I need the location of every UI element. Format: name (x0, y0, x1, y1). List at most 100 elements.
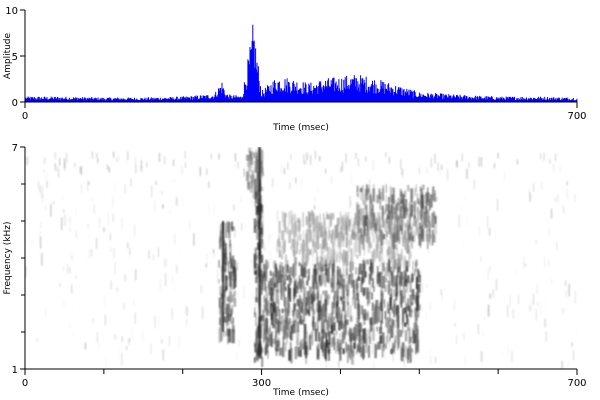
spectrogram-energy-mark (384, 220, 387, 232)
spectrogram-energy-mark (406, 314, 409, 325)
spectrogram-energy-mark (262, 274, 265, 279)
spectrogram-energy-mark (368, 190, 370, 200)
spectrogram-noise-mark (62, 266, 65, 271)
spectrogram-energy-mark (404, 230, 407, 240)
spectrogram-energy-mark (384, 217, 388, 224)
spectrogram-noise-mark (54, 151, 56, 160)
spectrogram-energy-mark (342, 348, 345, 355)
spectrogram-noise-mark (460, 205, 461, 219)
spectrogram-noise-mark (314, 197, 316, 202)
spectrogram-energy-mark (394, 343, 396, 349)
spectrogram-energy-mark (354, 294, 356, 309)
spectrogram-energy-mark (312, 239, 314, 246)
spectrogram-energy-mark (397, 202, 399, 211)
spectrogram-energy-mark (284, 297, 287, 312)
spectrogram-energy-mark (260, 160, 263, 169)
spectrogram-noise-mark (52, 201, 55, 205)
spectrogram-energy-mark (416, 295, 419, 312)
spectrogram-y-tick-label: 1 (12, 365, 18, 376)
spectrogram-energy-mark (350, 256, 353, 271)
spectrogram-energy-mark (219, 286, 223, 296)
spectrogram-energy-mark (418, 304, 421, 311)
spectrogram-energy-mark (407, 305, 411, 312)
spectrogram-noise-mark (112, 197, 114, 208)
spectrogram-noise-mark (283, 168, 286, 175)
spectrogram-energy-mark (265, 286, 268, 296)
spectrogram-energy-mark (326, 246, 330, 261)
spectrogram-noise-mark (186, 307, 188, 316)
spectrogram-energy-mark (277, 320, 280, 333)
spectrogram-noise-mark (478, 323, 479, 335)
spectrogram-energy-mark (332, 247, 335, 264)
spectrogram-energy-mark (220, 323, 223, 331)
spectrogram-energy-mark (341, 273, 345, 282)
spectrogram-energy-mark (373, 311, 377, 325)
spectrogram-energy-mark (312, 293, 316, 302)
spectrogram-energy-mark (315, 281, 318, 290)
spectrogram-energy-mark (420, 186, 422, 192)
spectrogram-noise-mark (292, 334, 294, 339)
spectrogram-energy-mark (227, 313, 231, 322)
spectrogram-energy-mark (380, 297, 383, 311)
spectrogram-energy-mark (349, 331, 353, 343)
spectrogram-energy-mark (404, 322, 407, 327)
spectrogram-energy-mark (312, 216, 316, 233)
spectrogram-energy-mark (308, 248, 310, 261)
spectrogram-noise-mark (484, 316, 486, 321)
spectrogram-energy-mark (325, 242, 328, 251)
spectrogram-energy-mark (314, 322, 317, 333)
spectrogram-energy-mark (281, 246, 283, 259)
spectrogram-energy-mark (426, 221, 429, 237)
spectrogram-energy-mark (395, 277, 398, 287)
spectrogram-energy-mark (361, 308, 364, 319)
spectrogram-energy-mark (299, 311, 301, 316)
spectrogram-noise-mark (336, 332, 338, 343)
spectrogram-energy-mark (425, 192, 428, 197)
spectrogram-energy-mark (348, 273, 351, 285)
spectrogram-energy-mark (308, 306, 311, 317)
spectrogram-energy-mark (301, 280, 303, 288)
spectrogram-energy-mark (315, 268, 317, 284)
spectrogram-energy-mark (339, 267, 341, 277)
spectrogram-energy-mark (265, 265, 268, 280)
spectrogram-noise-mark (234, 153, 237, 162)
spectrogram-energy-mark (394, 207, 397, 220)
spectrogram-energy-mark (322, 290, 324, 295)
spectrogram-noise-mark (93, 204, 96, 214)
spectrogram-energy-mark (261, 239, 264, 244)
spectrogram-energy-mark (392, 212, 395, 219)
spectrogram-energy-mark (400, 195, 402, 204)
spectrogram-noise-mark (566, 188, 568, 199)
spectrogram-noise-mark (509, 294, 511, 307)
spectrogram-energy-mark (223, 253, 227, 265)
spectrogram-energy-mark (336, 255, 338, 263)
spectrogram-energy-mark (233, 278, 236, 290)
spectrogram-energy-mark (339, 211, 342, 224)
spectrogram-noise-mark (287, 162, 289, 170)
spectrogram-energy-mark (331, 263, 334, 276)
spectrogram-energy-mark (288, 303, 290, 317)
spectrogram-energy-mark (385, 204, 388, 211)
spectrogram-noise-mark (562, 308, 565, 314)
spectrogram-energy-mark (394, 216, 398, 229)
spectrogram-energy-mark (324, 272, 327, 287)
spectrogram-energy-mark (374, 343, 377, 359)
spectrogram-energy-mark (362, 287, 366, 296)
spectrogram-noise-mark (269, 250, 272, 261)
spectrogram-noise-mark (430, 356, 431, 364)
spectrogram-energy-mark (398, 329, 402, 337)
spectrogram-energy-mark (366, 225, 368, 232)
spectrogram-energy-mark (219, 297, 223, 314)
spectrogram-energy-mark (419, 235, 422, 249)
spectrogram-energy-mark (306, 269, 308, 274)
spectrogram-energy-mark (331, 302, 333, 317)
spectrogram-noise-mark (466, 218, 468, 227)
spectrogram-energy-mark (311, 241, 314, 258)
spectrogram-x-tick-label: 0 (22, 378, 28, 389)
spectrogram-noise-mark (301, 178, 303, 188)
spectrogram-noise-mark (158, 152, 161, 162)
spectrogram-energy-mark (379, 216, 381, 232)
spectrogram-energy-mark (404, 345, 407, 359)
spectrogram-noise-mark (555, 153, 557, 161)
spectrogram-noise-mark (543, 152, 545, 161)
